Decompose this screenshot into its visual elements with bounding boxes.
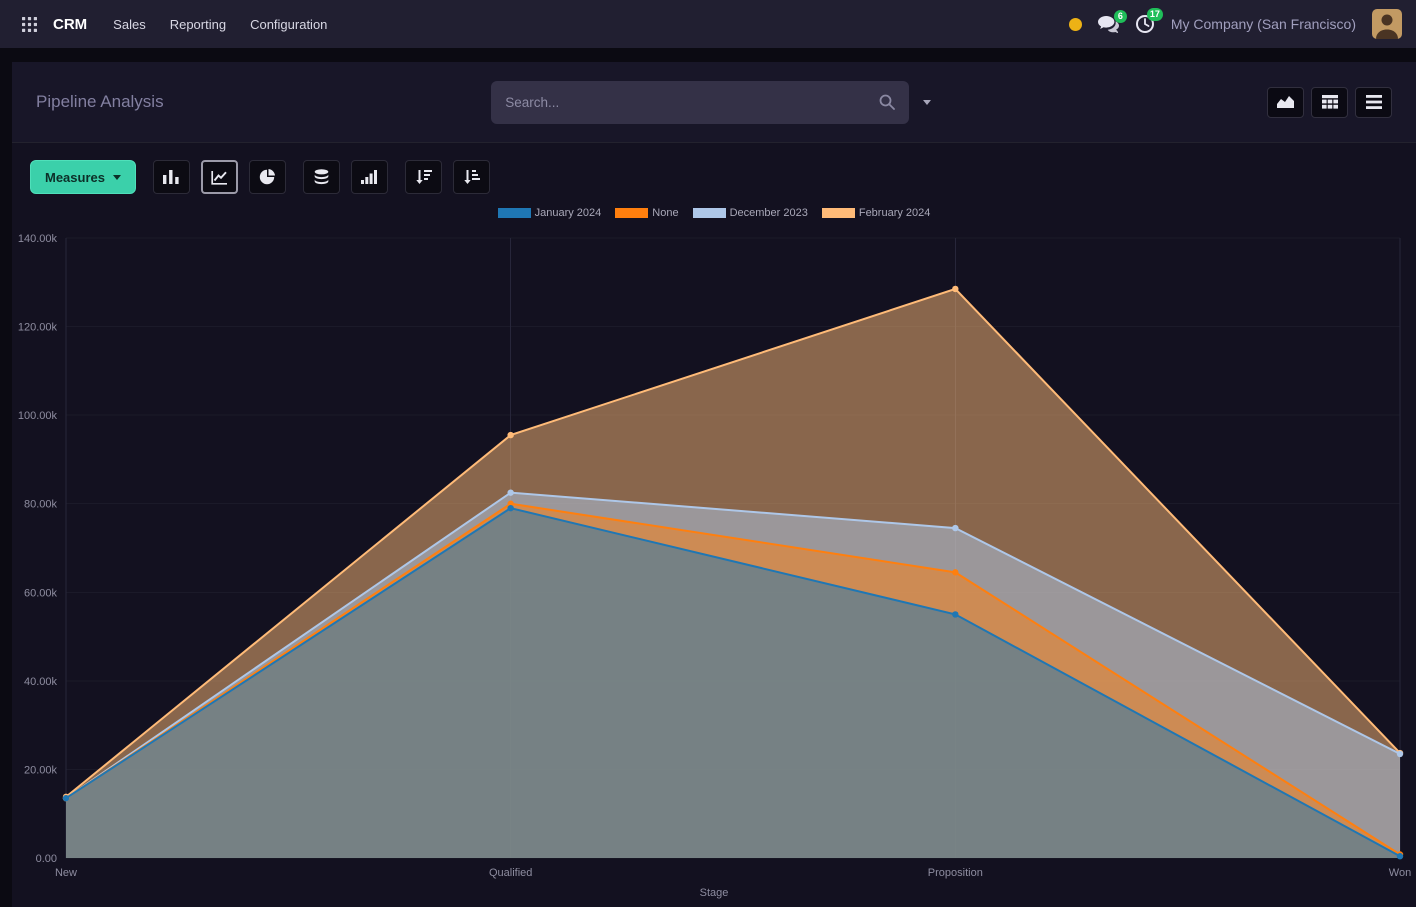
chart-line-december-2023[interactable] bbox=[65, 491, 1401, 800]
pivot-view-icon bbox=[1321, 95, 1338, 109]
pipeline-analysis-chart[interactable]: 0.00 20.00k 40.00k 60.00k 80.00k 100.00k 120.0… bbox=[12, 223, 1416, 883]
search-input[interactable] bbox=[505, 94, 870, 110]
y-axis-tick-label: 100.00k bbox=[18, 410, 58, 422]
search-icon bbox=[879, 94, 896, 110]
graph-toolbar: Measures bbox=[12, 143, 1416, 203]
pie-chart-icon bbox=[260, 169, 276, 185]
chart-point-january-2024[interactable] bbox=[62, 795, 70, 802]
messages-badge: 6 bbox=[1113, 9, 1127, 23]
legend-swatch bbox=[821, 208, 855, 218]
app-name[interactable]: CRM bbox=[53, 15, 88, 33]
chart-point-january-2024[interactable] bbox=[952, 611, 959, 618]
company-switcher[interactable]: My Company (San Francisco) bbox=[1170, 16, 1356, 32]
chart-line-none[interactable] bbox=[65, 502, 1401, 856]
chart-legend: January 2024 None December 2023 February 20… bbox=[12, 203, 1416, 223]
sort-descending-button[interactable] bbox=[404, 160, 442, 194]
legend-item-none[interactable]: None bbox=[615, 207, 679, 219]
list-view-icon bbox=[1365, 95, 1382, 109]
x-axis-tick-label: Qualified bbox=[489, 867, 532, 879]
chart-point-february-2024[interactable] bbox=[507, 431, 514, 439]
line-chart-icon bbox=[211, 170, 227, 185]
graph-view-icon bbox=[1276, 96, 1294, 108]
apps-menu-button[interactable] bbox=[14, 11, 45, 38]
legend-item-december-2023[interactable]: December 2023 bbox=[692, 207, 808, 219]
sort-ascending-button[interactable] bbox=[452, 160, 490, 194]
legend-label: February 2024 bbox=[858, 207, 931, 219]
legend-label: January 2024 bbox=[534, 207, 602, 219]
chart-point-december-2023[interactable] bbox=[1396, 750, 1404, 758]
measures-label: Measures bbox=[45, 169, 105, 185]
view-list-button[interactable] bbox=[1355, 86, 1392, 118]
y-axis-tick-label: 40.00k bbox=[24, 676, 58, 688]
chart-line-january-2024[interactable] bbox=[65, 507, 1401, 858]
chart-line-february-2024[interactable] bbox=[65, 287, 1401, 798]
legend-swatch bbox=[615, 208, 649, 218]
control-panel: Pipeline Analysis bbox=[12, 62, 1416, 143]
activities-badge: 17 bbox=[1146, 8, 1163, 21]
chart-point-december-2023[interactable] bbox=[507, 489, 514, 496]
caret-down-icon bbox=[112, 174, 121, 180]
y-axis-tick-label: 60.00k bbox=[24, 587, 58, 599]
x-axis-tick-label: Won bbox=[1389, 867, 1411, 879]
chart-point-none[interactable] bbox=[952, 569, 959, 576]
legend-label: None bbox=[652, 207, 679, 219]
activities-button[interactable]: 17 bbox=[1135, 8, 1163, 34]
cumulative-icon bbox=[361, 170, 378, 184]
bar-chart-icon bbox=[163, 170, 180, 184]
search-options-toggle[interactable] bbox=[915, 90, 939, 115]
stacked-icon bbox=[314, 169, 329, 185]
view-graph-button[interactable] bbox=[1267, 86, 1304, 118]
legend-item-february-2024[interactable]: February 2024 bbox=[821, 207, 931, 219]
y-axis-tick-label: 20.00k bbox=[24, 764, 58, 776]
chat-bubbles-icon bbox=[1097, 15, 1119, 33]
search-area bbox=[164, 80, 1267, 124]
chart-point-december-2023[interactable] bbox=[952, 524, 959, 532]
x-axis-title: Stage bbox=[699, 887, 729, 899]
y-axis-tick-label: 0.00 bbox=[36, 853, 57, 865]
apps-grid-icon bbox=[22, 16, 37, 32]
presence-dot-icon[interactable] bbox=[1068, 17, 1082, 31]
y-axis-tick-label: 140.00k bbox=[18, 233, 58, 245]
legend-item-january-2024[interactable]: January 2024 bbox=[497, 207, 602, 219]
cumulative-toggle-button[interactable] bbox=[350, 160, 388, 194]
legend-label: December 2023 bbox=[729, 207, 808, 219]
messages-button[interactable]: 6 bbox=[1097, 9, 1127, 33]
chart-point-february-2024[interactable] bbox=[952, 285, 959, 293]
main-menu: Sales Reporting Configuration bbox=[103, 10, 337, 39]
avatar-image bbox=[1372, 9, 1402, 39]
chart-point-none[interactable] bbox=[507, 500, 514, 507]
line-chart-button[interactable] bbox=[200, 160, 238, 194]
sort-desc-icon bbox=[416, 170, 432, 184]
top-navbar: CRM Sales Reporting Configuration 6 17 M… bbox=[0, 0, 1416, 48]
systray: 6 17 My Company (San Francisco) bbox=[1068, 8, 1402, 39]
chart-container: January 2024 None December 2023 February 20… bbox=[12, 203, 1416, 899]
caret-down-icon bbox=[923, 99, 932, 105]
chart-area-january-2024[interactable] bbox=[66, 508, 1400, 858]
bar-chart-button[interactable] bbox=[152, 160, 190, 194]
menu-configuration[interactable]: Configuration bbox=[250, 16, 328, 32]
chart-point-january-2024[interactable] bbox=[507, 504, 514, 512]
pie-chart-button[interactable] bbox=[248, 160, 286, 194]
page-title: Pipeline Analysis bbox=[36, 92, 164, 111]
legend-swatch bbox=[692, 208, 726, 218]
legend-swatch bbox=[497, 208, 531, 218]
main-content: Pipeline Analysis bbox=[12, 62, 1416, 907]
sort-asc-icon bbox=[464, 170, 480, 184]
clock-icon bbox=[1135, 15, 1154, 33]
menu-sales[interactable]: Sales bbox=[113, 16, 146, 32]
graph-view: Measures bbox=[12, 143, 1416, 907]
x-axis-tick-label: New bbox=[55, 867, 77, 879]
x-axis-tick-label: Proposition bbox=[928, 867, 983, 879]
menu-reporting[interactable]: Reporting bbox=[169, 16, 227, 32]
search-bar[interactable] bbox=[491, 80, 910, 124]
user-avatar[interactable] bbox=[1372, 9, 1402, 39]
stacked-toggle-button[interactable] bbox=[302, 160, 340, 194]
y-axis-tick-label: 80.00k bbox=[24, 499, 58, 511]
view-switcher bbox=[1267, 86, 1392, 118]
view-pivot-button[interactable] bbox=[1311, 86, 1348, 118]
chart-point-january-2024[interactable] bbox=[1396, 853, 1404, 860]
measures-button[interactable]: Measures bbox=[30, 160, 136, 194]
y-axis-tick-label: 120.00k bbox=[18, 322, 58, 334]
